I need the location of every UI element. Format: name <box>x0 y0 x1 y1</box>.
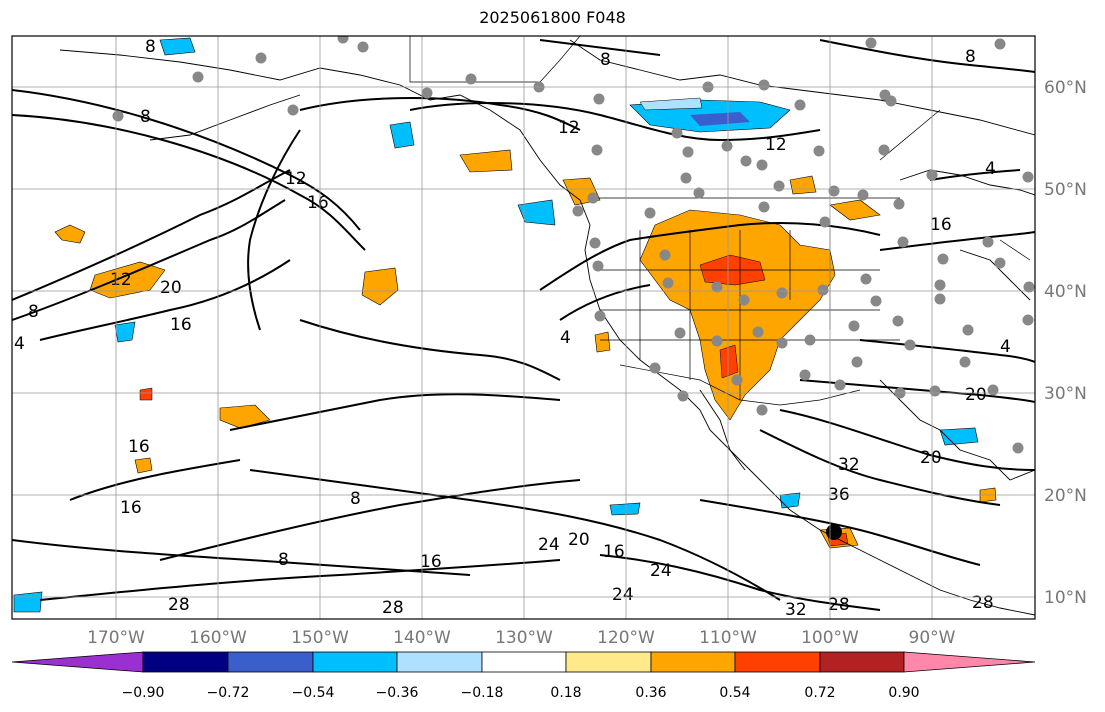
contour-label: 16 <box>307 193 329 213</box>
lon-label: 100°W <box>801 628 859 648</box>
colorbar-segment <box>734 651 821 673</box>
colorbar-tick-label: −0.72 <box>207 685 250 701</box>
colorbar-tick-label: −0.18 <box>461 685 504 701</box>
contour-label: 4 <box>1000 337 1011 357</box>
colorbar-tick-label: −0.54 <box>292 685 335 701</box>
lon-label: 160°W <box>189 628 247 648</box>
contour-label: 8 <box>28 302 39 322</box>
colorbar-segment <box>396 651 483 673</box>
strong-negative-shading <box>690 112 750 126</box>
colorbar-tick-label: −0.36 <box>376 685 419 701</box>
contour-label: 28 <box>168 595 190 615</box>
lat-label: 30°N <box>1044 384 1087 404</box>
contour-label: 32 <box>785 600 807 620</box>
contour-label: 12 <box>285 169 307 189</box>
lon-label: 110°W <box>699 628 757 648</box>
colorbar-tick-label: 0.90 <box>888 685 919 701</box>
contour-label-group: 8 8 8 8 8 8 8 4 4 4 4 12 12 12 12 16 16 … <box>14 37 1011 620</box>
contour-label: 20 <box>965 385 987 405</box>
contour-label: 12 <box>558 118 580 138</box>
colorbar-segment <box>142 651 229 673</box>
colorbar-ticks: −0.90 −0.72 −0.54 −0.36 −0.18 0.18 0.36 … <box>122 685 920 701</box>
contour-label: 8 <box>600 50 611 70</box>
lat-label: 60°N <box>1044 78 1087 98</box>
colorbar <box>11 651 1036 673</box>
contour-label: 16 <box>170 315 192 335</box>
contour-label: 8 <box>965 47 976 67</box>
colorbar-segment <box>312 651 398 673</box>
station-dots <box>112 36 1035 454</box>
contour-label: 28 <box>828 595 850 615</box>
contour-label: 4 <box>985 159 996 179</box>
contour-label: 12 <box>110 270 132 290</box>
colorbar-tick-label: 0.36 <box>635 685 666 701</box>
colorbar-segment <box>819 651 905 673</box>
graticule <box>12 36 1035 619</box>
lon-label: 130°W <box>495 628 553 648</box>
colorbar-tick-label: −0.90 <box>122 685 165 701</box>
colorbar-segment <box>903 651 1036 673</box>
contour-label: 12 <box>765 135 787 155</box>
lat-label: 50°N <box>1044 180 1087 200</box>
colorbar-segment <box>650 651 736 673</box>
colorbar-segment <box>11 651 144 673</box>
colorbar-segment <box>565 651 652 673</box>
lon-label: 140°W <box>393 628 451 648</box>
colorbar-segment <box>481 651 567 673</box>
contour-label: 20 <box>568 530 590 550</box>
colorbar-tick-label: 0.72 <box>804 685 835 701</box>
contour-label: 24 <box>650 561 672 581</box>
contour-label: 24 <box>538 535 560 555</box>
map-content: 8 8 8 8 8 8 8 4 4 4 4 12 12 12 12 16 16 … <box>12 36 1035 620</box>
colorbar-tick-label: 0.54 <box>719 685 750 701</box>
contour-label: 8 <box>145 37 156 57</box>
contour-label: 16 <box>420 552 442 572</box>
contour-label: 4 <box>14 334 25 354</box>
map-background <box>12 36 1035 619</box>
map-title: 2025061800 F048 <box>479 8 626 27</box>
lat-label: 10°N <box>1044 588 1087 608</box>
longitude-labels: 170°W 160°W 150°W 140°W 130°W 120°W 110°… <box>87 628 956 648</box>
contour-label: 20 <box>160 278 182 298</box>
contour-label: 32 <box>838 455 860 475</box>
hurricane-marker <box>826 524 842 540</box>
lat-label: 40°N <box>1044 282 1087 302</box>
contour-lines <box>12 39 1035 611</box>
contour-label: 8 <box>350 489 361 509</box>
colorbar-tick-label: 0.18 <box>550 685 581 701</box>
contour-label: 16 <box>120 498 142 518</box>
light-negative-shading <box>639 97 703 111</box>
contour-label: 4 <box>560 328 571 348</box>
lon-label: 90°W <box>909 628 956 648</box>
lat-label: 20°N <box>1044 486 1087 506</box>
contour-label: 28 <box>972 593 994 613</box>
contour-label: 20 <box>920 448 942 468</box>
contour-label: 8 <box>278 550 289 570</box>
contour-label: 8 <box>140 107 151 127</box>
colorbar-segment <box>227 651 314 673</box>
lon-label: 120°W <box>597 628 655 648</box>
latitude-labels: 60°N 50°N 40°N 30°N 20°N 10°N <box>1044 78 1087 608</box>
contour-label: 16 <box>603 542 625 562</box>
contour-label: 16 <box>930 215 952 235</box>
contour-label: 24 <box>612 585 634 605</box>
contour-label: 16 <box>128 437 150 457</box>
map-frame <box>11 35 1036 620</box>
lon-label: 150°W <box>291 628 349 648</box>
lon-label: 170°W <box>87 628 145 648</box>
contour-label: 28 <box>382 598 404 618</box>
